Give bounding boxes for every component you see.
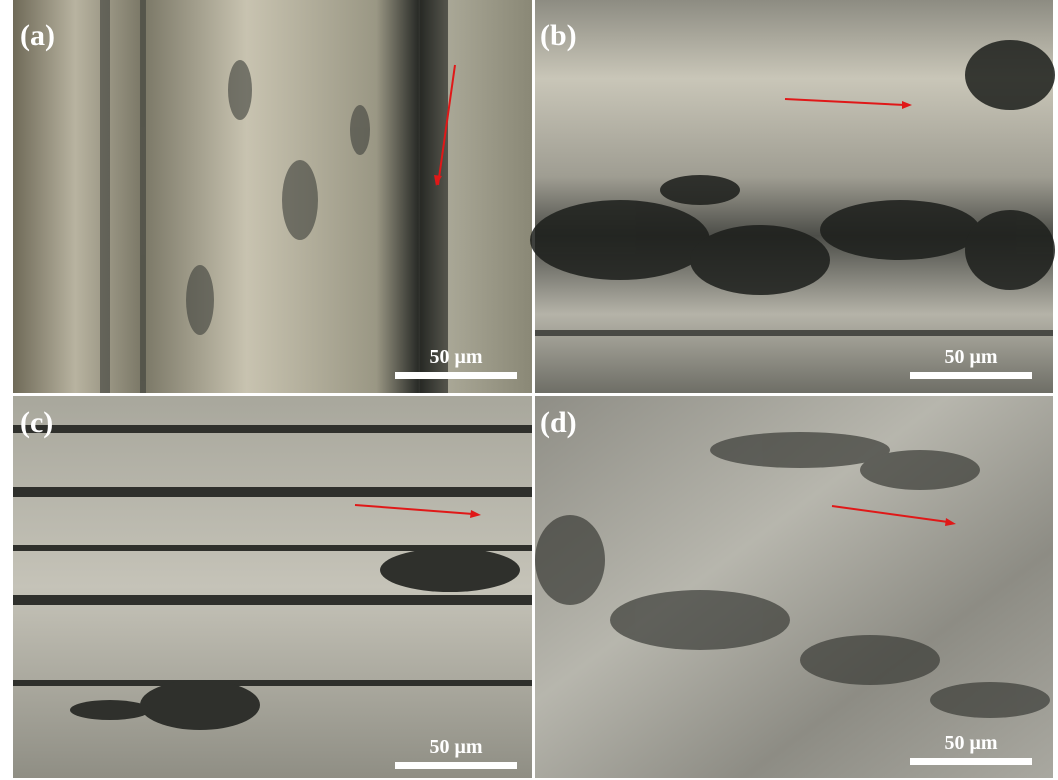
scale-label: 50 μm	[430, 736, 483, 758]
scale-bar	[910, 372, 1032, 379]
scale-label: 50 μm	[945, 732, 998, 754]
page: (a) (b) (c) (d) 50 μm 50 μm 50 μm 50 μm …	[0, 0, 1058, 780]
scale-label: 50 μm	[430, 346, 483, 368]
panel-label: (c)	[20, 406, 53, 439]
scale-bar	[910, 758, 1032, 765]
scale-bar	[395, 372, 517, 379]
panel-label: (b)	[540, 19, 577, 52]
panel-a	[13, 0, 532, 393]
scale-bar	[395, 762, 517, 769]
scale-label: 50 μm	[945, 346, 998, 368]
figure: (a) (b) (c) (d) 50 μm 50 μm 50 μm 50 μm	[0, 0, 1058, 780]
panel-label: (d)	[540, 406, 577, 439]
panel-label: (a)	[20, 19, 55, 52]
